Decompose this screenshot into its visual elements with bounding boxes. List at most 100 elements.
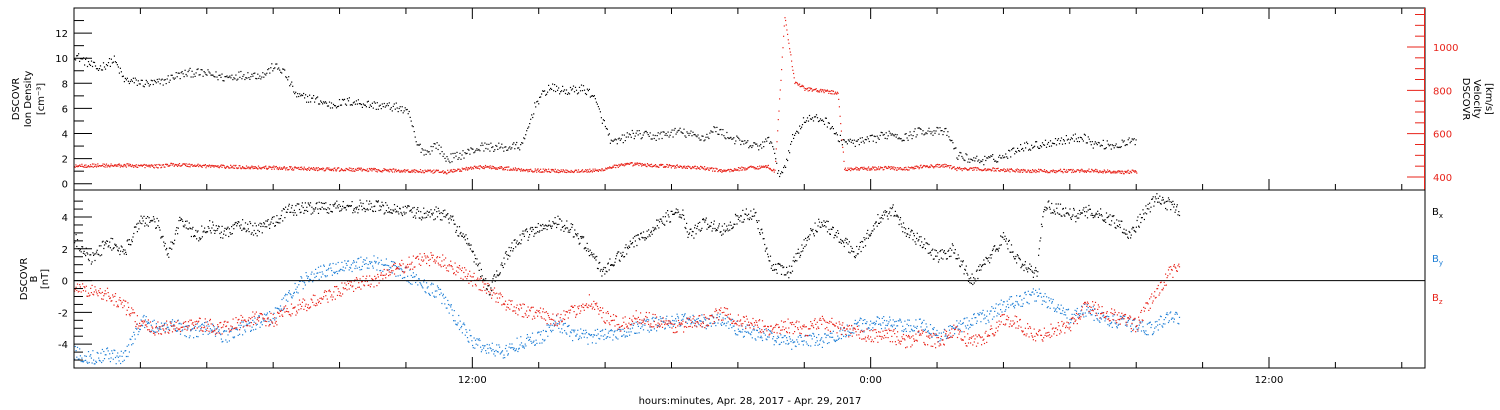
bz-series-point (128, 313, 130, 315)
by-series-point (1054, 310, 1056, 312)
by-series-point (373, 255, 375, 257)
velocity-series-point (272, 166, 274, 169)
density-series-point (795, 132, 797, 134)
density-series-point (210, 74, 212, 76)
bz-series-point (142, 322, 144, 324)
by-series-point (530, 340, 532, 342)
velocity-series-point (955, 168, 957, 170)
density-series-point (648, 135, 650, 137)
by-series-point (772, 338, 774, 340)
by-series-point (190, 329, 192, 331)
by-series-point (249, 321, 251, 324)
by-series-point (559, 331, 561, 333)
velocity-series-point (93, 165, 96, 168)
bz-series-point (201, 326, 203, 328)
velocity-series-point (346, 168, 348, 170)
bz-series-point (370, 283, 372, 285)
velocity-series-point (736, 169, 738, 171)
velocity-series-point (372, 168, 374, 170)
by-series-point (185, 336, 187, 338)
by-series-point (151, 329, 153, 331)
density-series-point (488, 143, 490, 145)
velocity-series-point (826, 89, 828, 91)
velocity-series-point (848, 168, 850, 171)
velocity-series-point (1005, 170, 1007, 172)
bz-series-point (436, 256, 439, 258)
velocity-series-point (1085, 171, 1087, 173)
density-series-point (308, 101, 310, 103)
by-series-point (1032, 288, 1034, 290)
bz-series-point (277, 311, 279, 313)
density-series-point (231, 74, 233, 76)
by-series-point (362, 261, 364, 263)
density-series-point (666, 134, 668, 137)
velocity-series-point (520, 170, 522, 172)
bz-series-point (450, 265, 452, 267)
density-series-point (383, 102, 385, 105)
velocity-series-point (402, 169, 404, 172)
by-series-point (661, 317, 664, 319)
bz-series-point (266, 320, 268, 323)
bz-series-point (496, 297, 498, 299)
by-series-point (317, 266, 320, 268)
density-series-point (553, 90, 555, 92)
density-series-point (545, 94, 547, 96)
velocity-series-point (502, 169, 504, 171)
by-series-point (657, 324, 659, 326)
by-series-point (485, 352, 488, 354)
by-series-point (962, 322, 964, 324)
density-series-point (670, 131, 672, 133)
velocity-series-point (797, 84, 799, 86)
density-series-point (1125, 144, 1127, 146)
velocity-series-point (542, 168, 544, 170)
by-series-point (1065, 314, 1067, 316)
bz-series-point (574, 305, 576, 307)
by-series-point (491, 342, 493, 344)
velocity-series-point (334, 167, 336, 169)
density-series-point (249, 78, 251, 80)
velocity-series-point (343, 169, 345, 172)
velocity-series-point (515, 168, 517, 170)
density-series-point (762, 141, 764, 143)
velocity-series-point (698, 167, 700, 169)
bz-series-point (350, 284, 352, 286)
density-series-point (1117, 146, 1119, 149)
density-series-point (564, 92, 567, 95)
velocity-series-point (761, 165, 763, 167)
velocity-series-point (771, 169, 773, 172)
density-series-point (570, 89, 573, 91)
density-series-point (156, 78, 158, 81)
velocity-series-point (1093, 171, 1095, 173)
velocity-series-point (385, 169, 387, 171)
density-series-point (902, 139, 904, 141)
bz-series-point (296, 310, 298, 312)
bz-series-point (109, 297, 111, 299)
velocity-series-point (310, 167, 312, 169)
velocity-series-point (437, 170, 439, 172)
by-series-point (572, 340, 574, 342)
by-series-point (149, 331, 152, 333)
density-series-point (399, 106, 401, 108)
velocity-series-point (753, 166, 755, 168)
velocity-series-point (192, 165, 194, 167)
by-series-point (345, 262, 347, 265)
by-series-point (354, 267, 356, 270)
by-series-point (601, 330, 603, 332)
by-series-point (788, 342, 790, 344)
by-series-point (899, 319, 902, 321)
by-series-point (187, 328, 189, 330)
density-series-point (809, 118, 812, 120)
velocity-series-point (105, 163, 108, 165)
bz-series-point (465, 269, 467, 271)
bz-series-point (260, 313, 263, 315)
by-series-point (831, 332, 833, 334)
by-series-point (786, 339, 788, 342)
bz-series-point (190, 319, 192, 321)
bz-series-point (253, 315, 255, 317)
by-series-point (756, 329, 758, 332)
by-series-point (502, 357, 504, 359)
density-series-point (526, 130, 528, 132)
by-series-point (303, 281, 305, 283)
by-series-point (214, 328, 216, 330)
by-series-point (315, 268, 317, 270)
